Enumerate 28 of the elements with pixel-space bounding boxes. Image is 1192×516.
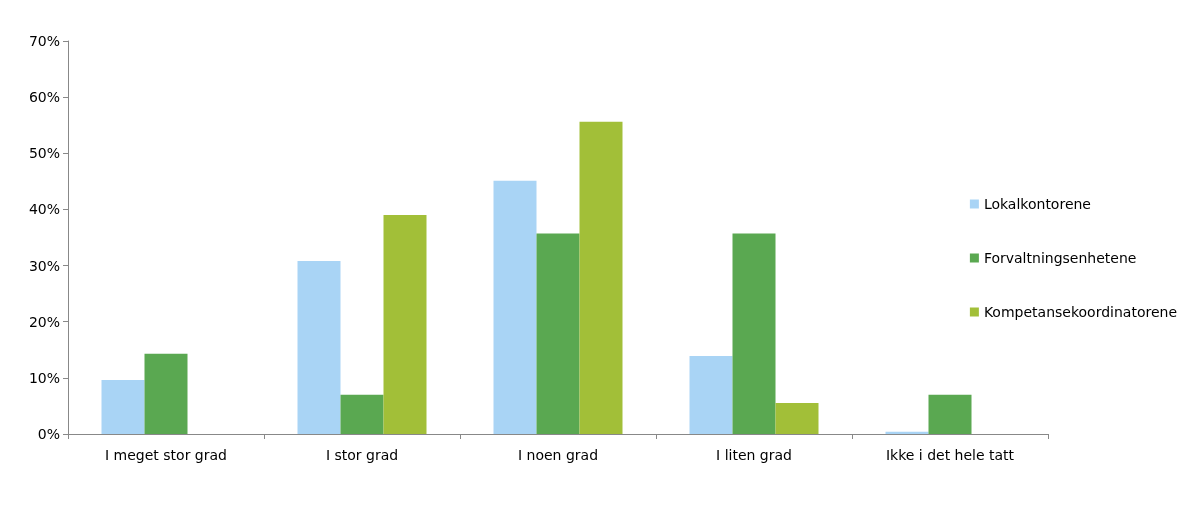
legend-label: Forvaltningsenhetene [983, 250, 1137, 266]
x-tick-label: Ikke i det hele tatt [885, 447, 1015, 463]
y-tick-label: 0% [37, 426, 60, 442]
legend-label: Lokalkontorene [983, 196, 1091, 212]
x-tick-label: I noen grad [517, 447, 599, 463]
bar [732, 233, 776, 434]
y-tick-label: 30% [28, 257, 60, 274]
bar [101, 380, 145, 434]
bar [689, 355, 733, 434]
bar [144, 353, 188, 434]
y-tick-label: 20% [28, 313, 60, 330]
bar [579, 121, 623, 434]
bar [775, 403, 819, 434]
y-tick-label: 10% [28, 369, 60, 386]
bar [297, 261, 341, 434]
legend-label: Kompetansekoordinatorene [983, 304, 1178, 320]
bar [536, 233, 580, 434]
bar [493, 180, 537, 434]
bar [928, 394, 972, 434]
bar [383, 215, 427, 434]
y-tick-label: 60% [28, 89, 60, 106]
y-tick-label: 70% [28, 33, 60, 49]
y-tick-label: 40% [28, 201, 60, 218]
x-tick-label: I stor grad [325, 447, 399, 463]
x-tick-label: I meget stor grad [105, 447, 227, 463]
y-tick-label: 50% [28, 145, 60, 162]
x-tick-label: I liten grad [716, 447, 792, 463]
bar [340, 394, 384, 434]
